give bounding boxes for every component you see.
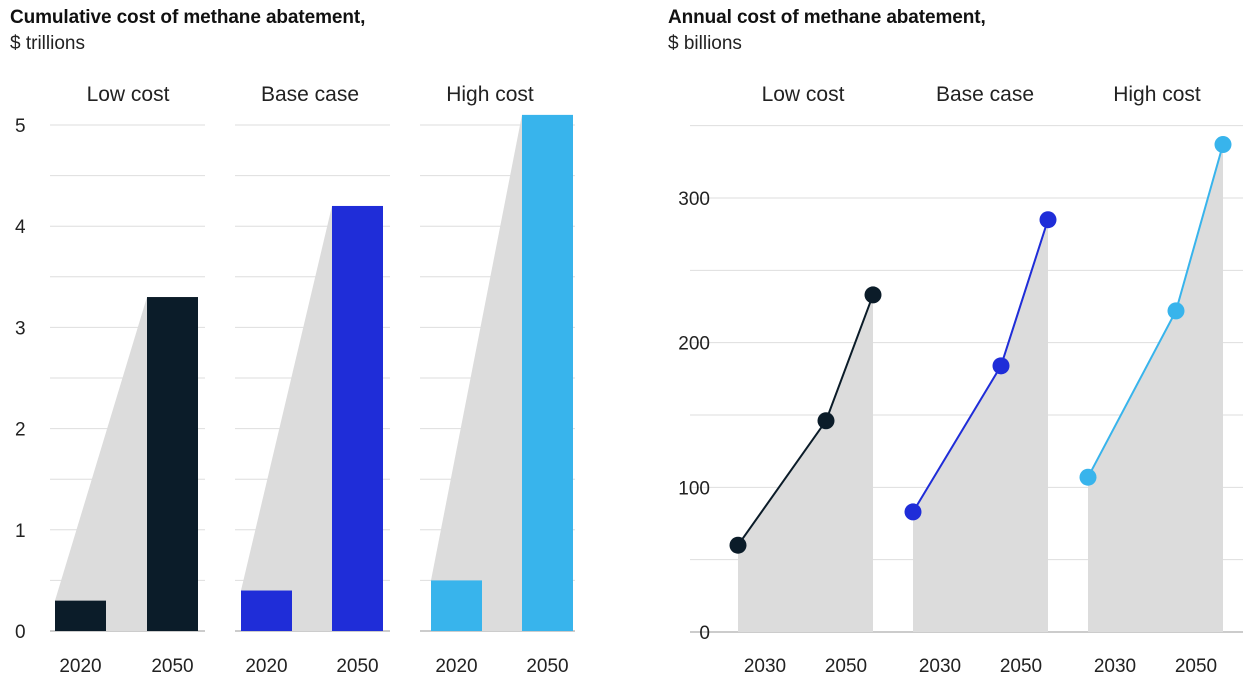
right-data-point xyxy=(729,536,747,554)
right-x-tick-label: 2030 xyxy=(919,656,961,677)
right-panel-label: High cost xyxy=(1113,83,1201,106)
left-growth-wedge xyxy=(241,205,332,631)
left-chart-subtitle: $ trillions xyxy=(10,33,85,54)
left-panel-label: Base case xyxy=(261,83,359,106)
right-data-point xyxy=(1079,468,1097,486)
left-bar-2050 xyxy=(522,114,573,631)
right-panel-label: Base case xyxy=(936,83,1034,106)
right-data-point xyxy=(904,503,922,521)
right-x-tick-label: 2030 xyxy=(744,656,786,677)
left-bar-2020 xyxy=(241,590,292,631)
left-x-tick-label: 2050 xyxy=(151,656,193,677)
left-bar-2020 xyxy=(55,600,106,631)
left-x-tick-label: 2020 xyxy=(435,656,477,677)
right-data-point xyxy=(1167,302,1185,320)
left-growth-wedge xyxy=(55,297,147,631)
right-y-tick-label: 300 xyxy=(678,189,710,210)
left-chart-title: Cumulative cost of methane abatement, xyxy=(10,7,366,28)
left-y-tick-label: 4 xyxy=(15,217,26,238)
right-y-tick-label: 0 xyxy=(699,623,710,644)
right-data-point xyxy=(1039,211,1057,229)
left-bar-2020 xyxy=(431,580,482,631)
left-y-tick-label: 3 xyxy=(15,318,26,339)
left-panel-label: Low cost xyxy=(87,83,170,106)
right-x-tick-label: 2030 xyxy=(1094,656,1136,677)
left-x-tick-label: 2050 xyxy=(336,656,378,677)
left-x-tick-label: 2020 xyxy=(59,656,101,677)
right-y-tick-label: 100 xyxy=(678,478,710,499)
left-panel-label: High cost xyxy=(446,83,534,106)
left-y-tick-label: 0 xyxy=(15,622,26,643)
right-data-point xyxy=(1214,135,1232,153)
right-chart-title: Annual cost of methane abatement, xyxy=(668,7,986,28)
left-y-tick-label: 1 xyxy=(15,521,26,542)
right-x-tick-label: 2050 xyxy=(1000,656,1042,677)
left-growth-wedge xyxy=(431,114,522,631)
left-x-tick-label: 2020 xyxy=(245,656,287,677)
left-bar-2050 xyxy=(147,297,198,631)
right-data-point xyxy=(864,286,882,304)
left-bar-2050 xyxy=(332,205,383,631)
right-data-point xyxy=(817,412,835,430)
right-y-tick-label: 200 xyxy=(678,334,710,355)
left-y-tick-label: 5 xyxy=(15,116,26,137)
right-data-point xyxy=(992,357,1010,375)
right-chart-subtitle: $ billions xyxy=(668,33,742,54)
left-y-tick-label: 2 xyxy=(15,420,26,441)
right-area-fill xyxy=(913,219,1048,632)
right-x-tick-label: 2050 xyxy=(1175,656,1217,677)
right-x-tick-label: 2050 xyxy=(825,656,867,677)
left-x-tick-label: 2050 xyxy=(526,656,568,677)
right-area-fill xyxy=(738,294,873,632)
right-panel-label: Low cost xyxy=(762,83,845,106)
